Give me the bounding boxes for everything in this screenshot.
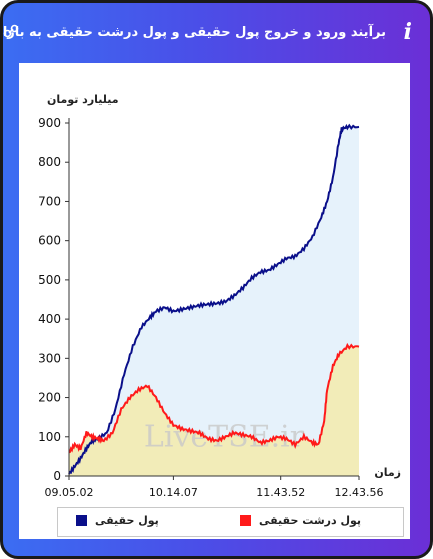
link-icon[interactable] (3, 23, 19, 39)
y-tick-label-3: 300 (38, 351, 61, 365)
x-axis-label: زمان (374, 466, 401, 479)
y-tick-label-2: 200 (38, 391, 61, 405)
y-tick-label-1: 100 (38, 430, 61, 444)
series-area-1 (69, 345, 359, 476)
y-tick-label-5: 500 (38, 273, 61, 287)
y-axis-label: میلیارد تومان (47, 93, 119, 106)
area-chart: LiveTSE.ir010020030040050060070080090009… (38, 93, 401, 499)
card-header: برآیند ورود و خروج پول حقیقی و پول درشت … (3, 3, 430, 59)
series-line-1 (68, 342, 360, 454)
y-tick-label-0: 0 (53, 469, 61, 483)
x-tick-label-0: 09.05.02 (45, 486, 94, 499)
chart-panel: LiveTSE.ir 0 100 200 300 400 500 600 700 800 900 09… (19, 63, 410, 539)
legend-item-real-money[interactable]: پول حقیقی (76, 514, 159, 527)
x-tick-label-2: 11.43.52 (256, 486, 305, 499)
y-tick-label-9: 900 (38, 116, 61, 130)
series-line-0 (68, 123, 360, 475)
y-tick-label-6: 600 (38, 234, 61, 248)
chart-title: برآیند ورود و خروج پول حقیقی و پول درشت … (0, 25, 386, 40)
legend-swatch-real-money (76, 515, 87, 526)
legend-label-big-real-money: پول درشت حقیقی (259, 514, 362, 527)
legend-label-real-money: پول حقیقی (95, 514, 159, 527)
y-tick-label-8: 800 (38, 155, 61, 169)
chart-legend: پول حقیقی پول درشت حقیقی (57, 507, 404, 537)
legend-item-big-real-money[interactable]: پول درشت حقیقی (240, 514, 361, 527)
info-icon[interactable]: i (403, 19, 412, 45)
legend-swatch-big-real-money (240, 515, 251, 526)
x-tick-label-1: 10.14.07 (149, 486, 198, 499)
x-tick-label-3: 12.43.56 (335, 486, 384, 499)
y-tick-label-7: 700 (38, 194, 61, 208)
y-tick-label-4: 400 (38, 312, 61, 326)
